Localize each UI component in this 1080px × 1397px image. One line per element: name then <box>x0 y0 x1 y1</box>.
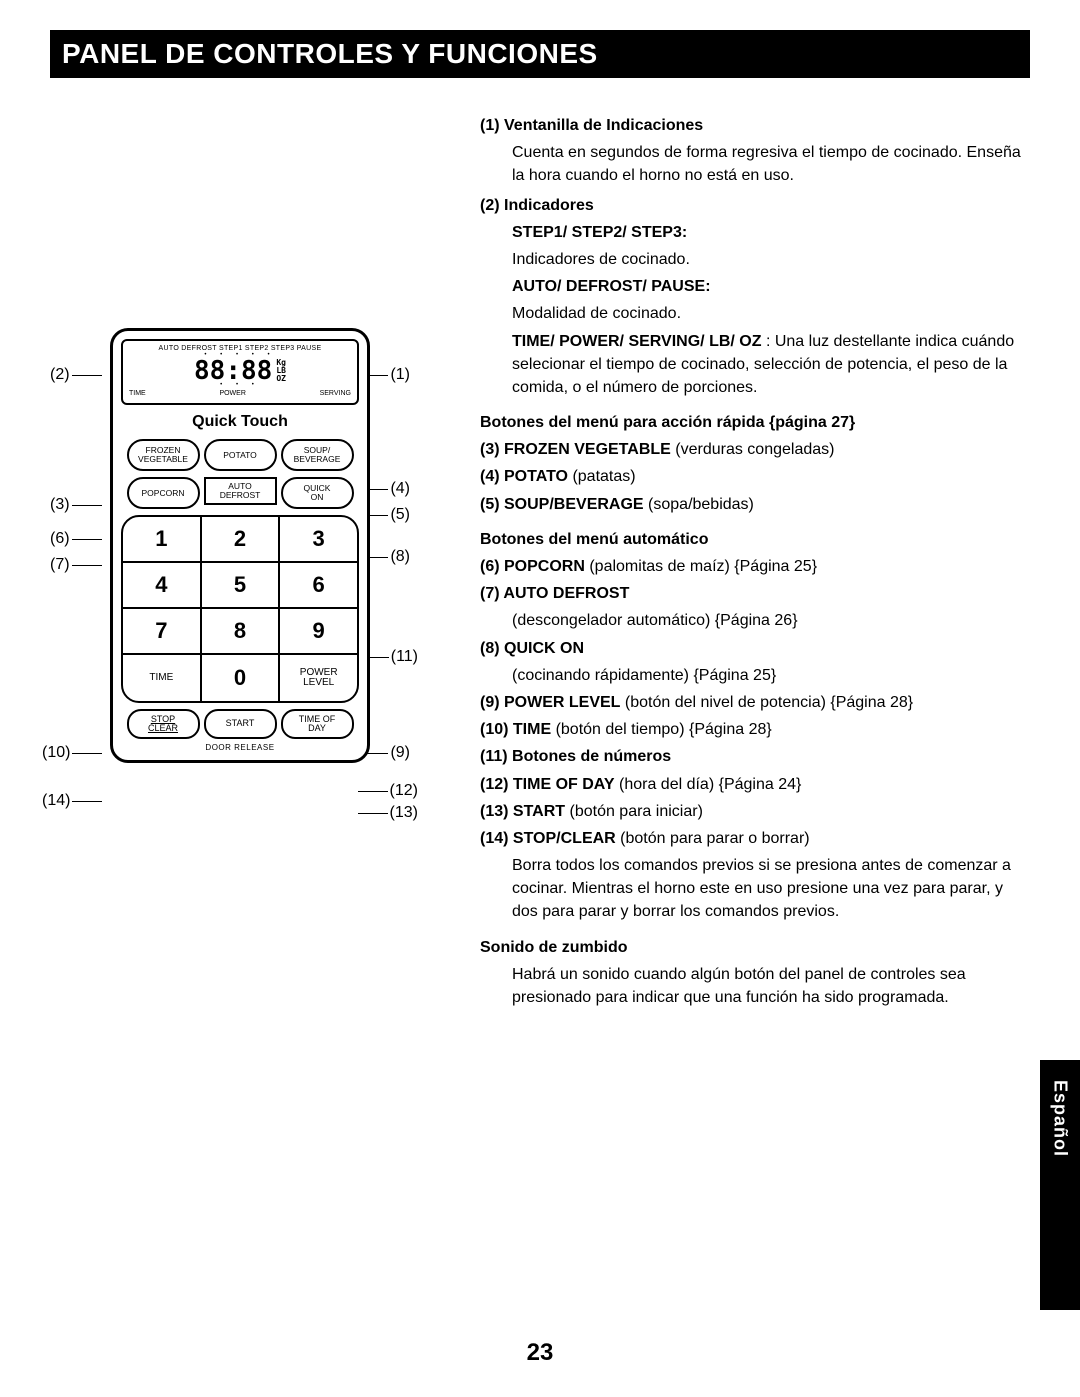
start-button[interactable]: START <box>204 709 277 739</box>
panel-illustration-column: (1) (2) (3) (4) (5) (6) (7) (8) (9) (10)… <box>50 108 450 1013</box>
item-8-body: (cocinando rápidamente) {Página 25} <box>512 664 1030 687</box>
item-14-body: Borra todos los comandos previos si se p… <box>512 854 1030 924</box>
item-10: (10) TIME (botón del tiempo) {Página 28} <box>480 718 1030 741</box>
item-12: (12) TIME OF DAY (hora del día) {Página … <box>480 773 1030 796</box>
number-keypad: 1 2 3 4 5 6 7 8 9 TIME 0 POWER LEVEL <box>121 515 359 703</box>
time-of-day-button[interactable]: TIME OF DAY <box>281 709 354 739</box>
item-2-step-body: Indicadores de cocinado. <box>512 248 1030 271</box>
callout-7: (7) <box>50 556 102 574</box>
quick-on-button[interactable]: QUICK ON <box>281 477 354 509</box>
item-3: (3) FROZEN VEGETABLE (verduras congelada… <box>480 438 1030 461</box>
descriptions-column: (1) Ventanilla de Indicaciones Cuenta en… <box>480 108 1030 1013</box>
sonido-body: Habrá un sonido cuando algún botón del p… <box>512 963 1030 1009</box>
key-3[interactable]: 3 <box>280 517 357 563</box>
item-11: (11) Botones de números <box>480 745 1030 768</box>
potato-button[interactable]: POTATO <box>204 439 277 471</box>
callout-12: (12) <box>358 782 418 800</box>
key-8[interactable]: 8 <box>202 609 281 655</box>
control-panel: AUTO DEFROST STEP1 STEP2 STEP3 PAUSE • •… <box>110 328 370 763</box>
callout-6: (6) <box>50 530 102 548</box>
frozen-vegetable-button[interactable]: FROZEN VEGETABLE <box>127 439 200 471</box>
sonido-title: Sonido de zumbido <box>480 936 1030 959</box>
key-1[interactable]: 1 <box>123 517 202 563</box>
section-banner: PANEL DE CONTROLES Y FUNCIONES <box>50 30 1030 78</box>
key-7[interactable]: 7 <box>123 609 202 655</box>
key-4[interactable]: 4 <box>123 563 202 609</box>
key-6[interactable]: 6 <box>280 563 357 609</box>
callout-2: (2) <box>50 366 102 384</box>
item-2-time: TIME/ POWER/ SERVING/ LB/ OZ : Una luz d… <box>512 330 1030 400</box>
callout-10: (10) <box>42 744 102 762</box>
item-4: (4) POTATO (patatas) <box>480 465 1030 488</box>
display-units: Kg LB OZ <box>276 359 286 383</box>
item-1-title: (1) Ventanilla de Indicaciones <box>480 114 1030 137</box>
display-bottom-labels: TIME POWER SERVING <box>129 390 351 397</box>
display-digits: 88:88 Kg LB OZ <box>129 358 351 384</box>
stop-clear-button[interactable]: STOP CLEAR <box>127 709 200 739</box>
key-0[interactable]: 0 <box>202 655 281 701</box>
power-level-button[interactable]: POWER LEVEL <box>280 655 357 701</box>
menu-rapida-title: Botones del menú para acción rápida {pág… <box>480 411 1030 434</box>
soup-beverage-button[interactable]: SOUP/ BEVERAGE <box>281 439 354 471</box>
time-button[interactable]: TIME <box>123 655 202 701</box>
callout-3: (3) <box>50 496 102 514</box>
popcorn-button[interactable]: POPCORN <box>127 477 200 509</box>
item-2-auto: AUTO/ DEFROST/ PAUSE: <box>512 275 1030 298</box>
item-2-auto-body: Modalidad de cocinado. <box>512 302 1030 325</box>
item-14: (14) STOP/CLEAR (botón para parar o borr… <box>480 827 1030 850</box>
display-window: AUTO DEFROST STEP1 STEP2 STEP3 PAUSE • •… <box>121 339 359 405</box>
language-tab: Español <box>1040 1060 1080 1310</box>
door-release-label: DOOR RELEASE <box>121 743 359 752</box>
quick-touch-title: Quick Touch <box>121 413 359 431</box>
display-top-labels: AUTO DEFROST STEP1 STEP2 STEP3 PAUSE <box>129 345 351 352</box>
auto-defrost-button[interactable]: AUTO DEFROST <box>204 477 277 505</box>
item-7-body: (descongelador automático) {Página 26} <box>512 609 1030 632</box>
quick-touch-row-1: FROZEN VEGETABLE POTATO SOUP/ BEVERAGE <box>121 439 359 471</box>
bottom-button-row: STOP CLEAR START TIME OF DAY <box>121 709 359 739</box>
item-7: (7) AUTO DEFROST <box>480 582 1030 605</box>
page-number: 23 <box>527 1339 554 1367</box>
key-2[interactable]: 2 <box>202 517 281 563</box>
callout-13: (13) <box>358 804 418 822</box>
item-6: (6) POPCORN (palomitas de maíz) {Página … <box>480 555 1030 578</box>
key-9[interactable]: 9 <box>280 609 357 655</box>
content-row: (1) (2) (3) (4) (5) (6) (7) (8) (9) (10)… <box>50 108 1030 1013</box>
menu-auto-title: Botones del menú automático <box>480 528 1030 551</box>
item-2-step: STEP1/ STEP2/ STEP3: <box>512 221 1030 244</box>
key-5[interactable]: 5 <box>202 563 281 609</box>
quick-touch-row-2: POPCORN AUTO DEFROST QUICK ON <box>121 477 359 509</box>
item-13: (13) START (botón para iniciar) <box>480 800 1030 823</box>
item-1-body: Cuenta en segundos de forma regresiva el… <box>512 141 1030 187</box>
item-2-title: (2) Indicadores <box>480 194 1030 217</box>
item-8: (8) QUICK ON <box>480 637 1030 660</box>
item-9: (9) POWER LEVEL (botón del nivel de pote… <box>480 691 1030 714</box>
item-5: (5) SOUP/BEVERAGE (sopa/bebidas) <box>480 493 1030 516</box>
callout-14: (14) <box>42 792 102 810</box>
